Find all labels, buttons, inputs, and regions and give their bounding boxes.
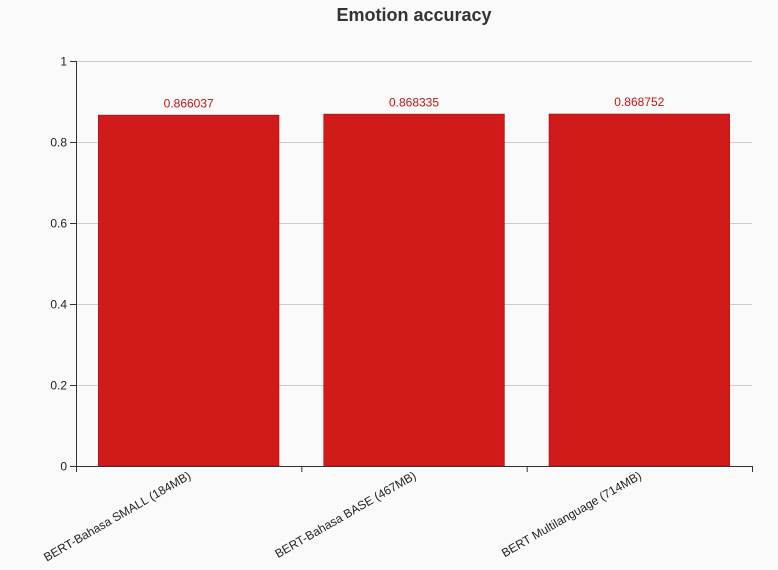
bars	[98, 113, 731, 467]
data-label: 0.868752	[614, 95, 664, 109]
y-tick-label: 0	[60, 460, 67, 474]
y-tick-label: 1	[60, 55, 67, 69]
bar	[98, 114, 280, 467]
y-axis-ticks: 0 0.2 0.4 0.6 0.8 1	[50, 55, 76, 474]
y-tick-label: 0.8	[50, 136, 67, 150]
bar	[548, 113, 731, 467]
y-tick-label: 0.6	[50, 217, 67, 231]
data-label: 0.866037	[164, 96, 214, 110]
x-axis-ticks: BERT-Bahasa SMALL (184MB) BERT-Bahasa BAS…	[41, 466, 753, 564]
data-labels: 0.866037 0.868335 0.868752	[164, 95, 665, 110]
y-tick-label: 0.4	[50, 298, 67, 312]
x-tick-label: BERT-Bahasa BASE (467MB)	[272, 468, 418, 560]
chart-title: Emotion accuracy	[336, 5, 491, 25]
x-tick-label: BERT-Bahasa SMALL (184MB)	[41, 468, 193, 564]
x-tick-label: BERT Multilanguage (714MB)	[499, 468, 644, 560]
y-tick-label: 0.2	[50, 379, 67, 393]
bar	[323, 113, 505, 467]
data-label: 0.868335	[389, 95, 439, 109]
